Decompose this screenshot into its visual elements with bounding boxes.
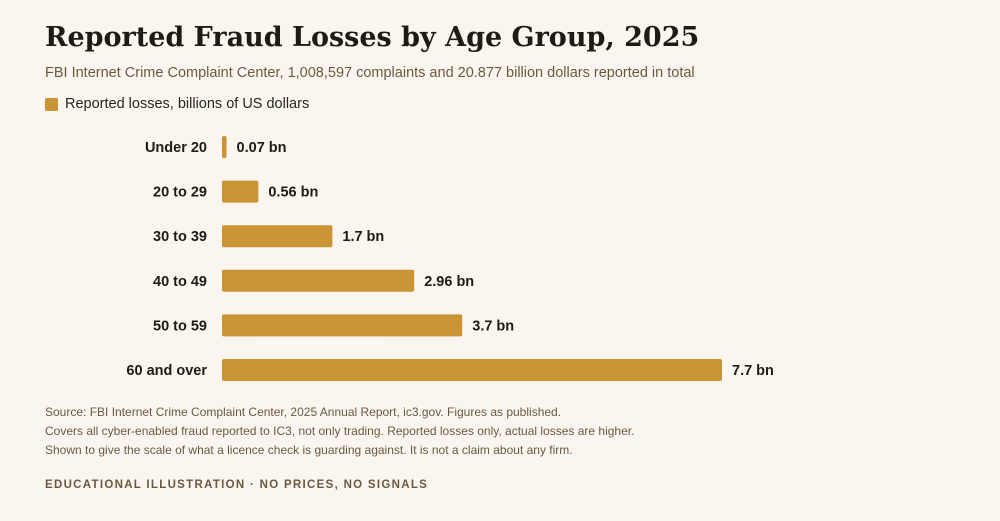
bar [222,314,463,337]
legend: Reported losses, billions of US dollars [45,96,309,112]
footnotes: Source: FBI Internet Crime Complaint Cen… [45,403,634,460]
category-label: 30 to 39 [153,229,207,245]
legend-swatch [45,97,58,111]
value-label: 3.7 bn [472,318,514,334]
category-label: 40 to 49 [153,274,207,290]
educational-badge: EDUCATIONAL ILLUSTRATION · NO PRICES, NO… [45,479,429,491]
value-label: 0.07 bn [237,140,287,156]
footnote-disclaimer: Shown to give the scale of what a licenc… [45,443,573,457]
category-label: 20 to 29 [153,185,207,201]
bar [222,225,333,248]
category-label: Under 20 [145,140,207,156]
value-label: 1.7 bn [342,229,384,245]
value-label: 7.7 bn [732,363,774,379]
chart-title: Reported Fraud Losses by Age Group, 2025 [45,22,700,53]
value-label: 2.96 bn [424,274,474,290]
chart-subtitle: FBI Internet Crime Complaint Center, 1,0… [45,65,695,81]
category-label: 60 and over [126,363,207,379]
bar [222,359,722,381]
bar [222,269,415,292]
bar [222,180,259,203]
value-label: 0.56 bn [268,185,318,201]
bar [222,136,227,158]
footnote-source: Source: FBI Internet Crime Complaint Cen… [45,405,562,419]
footnote-coverage: Covers all cyber-enabled fraud reported … [45,424,635,438]
category-label: 50 to 59 [153,318,207,334]
legend-label: Reported losses, billions of US dollars [65,96,310,112]
